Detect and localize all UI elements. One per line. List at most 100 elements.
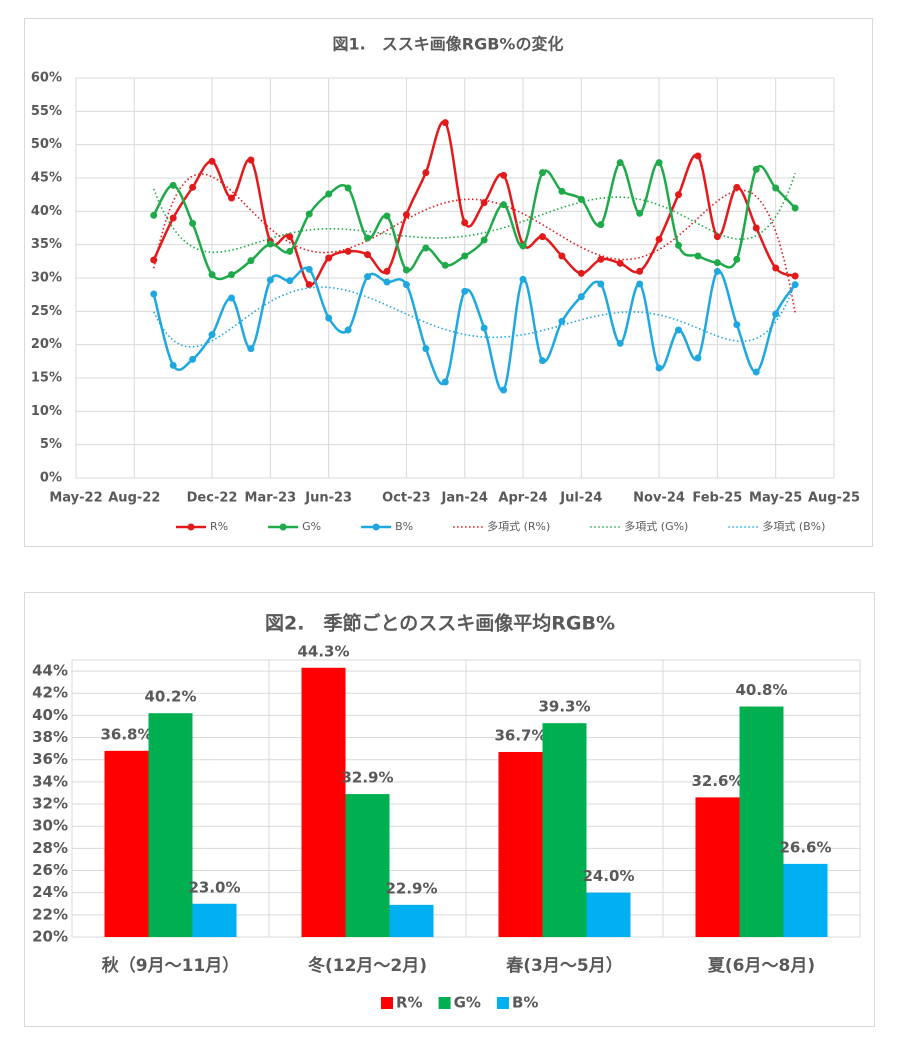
data-point bbox=[247, 156, 255, 164]
y-tick-label: 32% bbox=[32, 795, 68, 813]
data-point bbox=[480, 324, 488, 332]
y-tick-label: 44% bbox=[32, 662, 68, 680]
data-point bbox=[189, 183, 197, 191]
data-label: 44.3% bbox=[297, 642, 349, 660]
data-point bbox=[286, 233, 294, 241]
data-point bbox=[422, 244, 430, 252]
data-point bbox=[150, 256, 158, 264]
y-tick-label: 50% bbox=[31, 137, 62, 152]
x-tick-label: Oct-23 bbox=[382, 491, 430, 506]
data-point bbox=[169, 181, 177, 189]
data-point bbox=[500, 171, 508, 179]
data-point bbox=[636, 267, 644, 275]
data-point bbox=[286, 247, 294, 255]
data-point bbox=[325, 314, 333, 322]
data-point bbox=[791, 281, 799, 289]
data-point bbox=[266, 240, 274, 248]
legend-label: 多項式 (R%) bbox=[487, 519, 550, 533]
data-point bbox=[305, 210, 313, 218]
x-tick-label: 春(3月～5月） bbox=[506, 955, 622, 976]
data-label: 32.9% bbox=[341, 769, 393, 787]
x-tick-label: Dec-22 bbox=[187, 491, 238, 506]
data-point bbox=[538, 357, 546, 365]
data-point bbox=[305, 281, 313, 289]
data-point bbox=[733, 255, 741, 263]
data-point bbox=[441, 378, 449, 386]
data-point bbox=[364, 234, 372, 242]
data-point bbox=[150, 211, 158, 219]
bar bbox=[783, 863, 828, 937]
y-tick-label: 22% bbox=[32, 905, 68, 923]
line-chart: 図1. ススキ画像RGB%の変化 0% 5% 10% 15% 20% 25% 30% 35% 4… bbox=[24, 18, 873, 547]
data-point bbox=[266, 276, 274, 284]
legend-marker bbox=[372, 523, 380, 531]
data-point bbox=[694, 354, 702, 362]
data-label: 22.9% bbox=[385, 879, 437, 897]
data-point bbox=[791, 272, 799, 280]
x-tick-label: May-25 bbox=[749, 491, 802, 506]
y-tick-label: 15% bbox=[31, 371, 62, 386]
legend-label: R% bbox=[210, 520, 228, 533]
legend-label: G% bbox=[302, 520, 321, 533]
x-tick-label: Nov-24 bbox=[633, 491, 685, 506]
legend-label: G% bbox=[454, 994, 481, 1012]
data-point bbox=[752, 224, 760, 232]
legend-swatch bbox=[381, 997, 393, 1009]
bar bbox=[301, 667, 346, 937]
chart-frame bbox=[24, 18, 873, 547]
data-label: 39.3% bbox=[538, 698, 590, 716]
data-point bbox=[713, 259, 721, 267]
data-point bbox=[461, 287, 469, 295]
data-point bbox=[655, 364, 663, 372]
x-tick-label: Jul-24 bbox=[559, 491, 602, 506]
data-label: 23.0% bbox=[188, 878, 240, 896]
data-point bbox=[675, 326, 683, 334]
y-tick-label: 25% bbox=[31, 304, 62, 319]
legend-marker bbox=[187, 523, 195, 531]
y-tick-label: 45% bbox=[31, 171, 62, 186]
y-tick-label: 35% bbox=[31, 237, 62, 252]
legend-swatch bbox=[496, 997, 509, 1009]
data-point bbox=[675, 241, 683, 249]
data-point bbox=[422, 345, 430, 353]
data-point bbox=[500, 201, 508, 209]
data-point bbox=[150, 290, 158, 298]
x-tick-label: Aug-25 bbox=[808, 491, 860, 506]
data-point bbox=[480, 199, 488, 207]
data-point bbox=[325, 254, 333, 262]
data-point bbox=[383, 267, 391, 275]
x-tick-label: 冬(12月～2月) bbox=[308, 955, 427, 976]
data-point bbox=[441, 119, 449, 127]
data-point bbox=[247, 345, 255, 353]
y-tick-label: 26% bbox=[32, 861, 68, 879]
legend-label: B% bbox=[395, 520, 413, 533]
y-tick-label: 42% bbox=[32, 684, 68, 702]
data-point bbox=[305, 265, 313, 273]
data-point bbox=[227, 294, 235, 302]
bar bbox=[389, 904, 434, 937]
x-tick-label: May-22 bbox=[49, 491, 102, 506]
data-point bbox=[364, 251, 372, 259]
data-point bbox=[461, 219, 469, 227]
data-point bbox=[519, 242, 527, 250]
data-label: 32.6% bbox=[691, 772, 743, 790]
data-point bbox=[675, 191, 683, 199]
x-tick-label: Jan-24 bbox=[441, 491, 488, 506]
data-point bbox=[655, 159, 663, 167]
data-label: 24.0% bbox=[582, 867, 634, 885]
bar bbox=[148, 713, 193, 937]
data-point bbox=[616, 259, 624, 267]
data-point bbox=[227, 194, 235, 202]
legend-label: 多項式 (G%) bbox=[624, 519, 688, 533]
legend-label: 多項式 (B%) bbox=[762, 519, 825, 533]
bar bbox=[695, 797, 740, 937]
x-tick-label: Apr-24 bbox=[498, 491, 547, 506]
bar bbox=[498, 751, 543, 937]
data-point bbox=[538, 233, 546, 241]
data-point bbox=[344, 184, 352, 192]
x-tick-label: Feb-25 bbox=[692, 491, 742, 506]
data-point bbox=[772, 184, 780, 192]
data-point bbox=[402, 266, 410, 274]
data-point bbox=[577, 269, 585, 277]
data-point bbox=[480, 236, 488, 244]
